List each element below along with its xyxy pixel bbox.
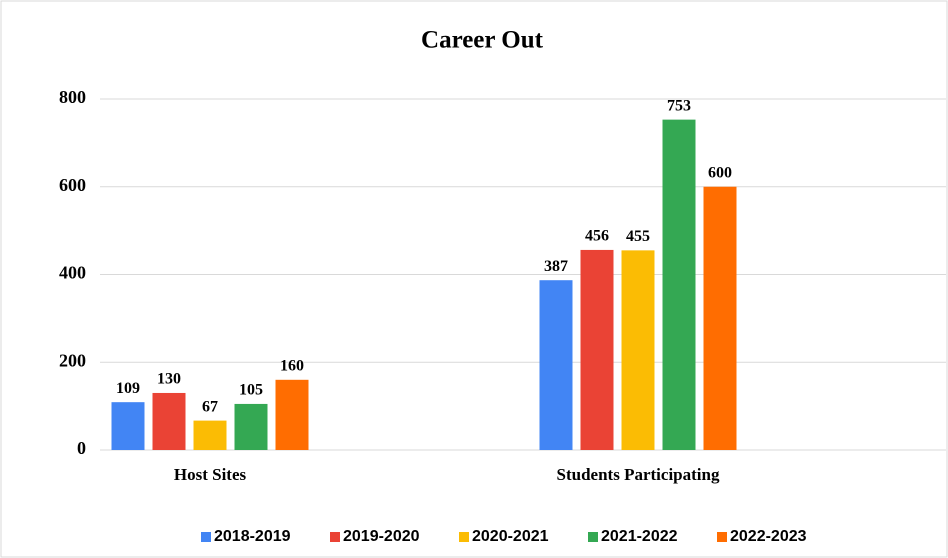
value-label: 753 (667, 97, 691, 114)
legend-label: 2022-2023 (730, 528, 807, 545)
value-label: 160 (280, 357, 304, 374)
value-label: 130 (157, 371, 181, 388)
value-label: 600 (708, 164, 732, 181)
y-tick-label: 600 (59, 175, 86, 195)
bar (234, 403, 268, 450)
bar (662, 119, 696, 450)
legend-label: 2019-2020 (343, 528, 420, 545)
value-label: 387 (544, 258, 568, 275)
x-tick-label: Students Participating (557, 465, 720, 484)
y-tick-label: 800 (59, 87, 86, 107)
value-label: 67 (202, 398, 218, 415)
legend-label: 2021-2022 (601, 528, 678, 545)
legend-swatch (717, 532, 727, 542)
bar (193, 420, 227, 450)
legend-label: 2018-2019 (214, 528, 291, 545)
bar (580, 249, 614, 450)
y-tick-label: 400 (59, 263, 86, 283)
legend-swatch (588, 532, 598, 542)
legend-swatch (330, 532, 340, 542)
y-tick-label: 0 (77, 438, 86, 458)
legend-label: 2020-2021 (472, 528, 549, 545)
bar (621, 250, 655, 450)
bar (111, 402, 145, 450)
value-label: 455 (626, 228, 650, 245)
bar (152, 392, 186, 450)
x-tick-label: Host Sites (174, 465, 247, 484)
bar (539, 280, 573, 450)
value-label: 105 (239, 382, 263, 399)
value-label: 109 (116, 380, 140, 397)
bar (703, 186, 737, 450)
y-tick-label: 200 (59, 350, 86, 370)
legend-swatch (201, 532, 211, 542)
value-label: 456 (585, 228, 609, 245)
bar (275, 379, 309, 450)
legend-swatch (459, 532, 469, 542)
chart-title: Career Out (421, 27, 544, 54)
